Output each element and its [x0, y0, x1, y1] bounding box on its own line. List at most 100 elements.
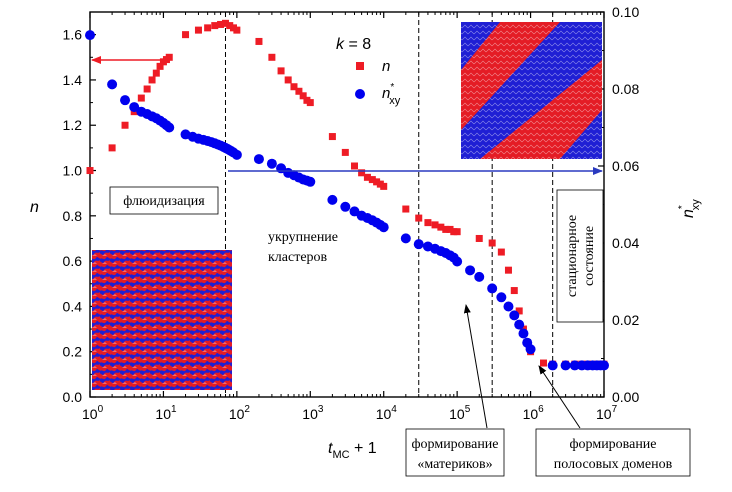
label-continents-1: формирование: [411, 437, 498, 452]
point-nxy: [518, 328, 529, 339]
point-n: [295, 87, 303, 95]
point-n: [380, 182, 388, 190]
point-n: [510, 287, 518, 295]
y-right-tick-label: 0.04: [612, 235, 639, 251]
point-n: [415, 214, 423, 222]
point-nxy: [496, 292, 507, 303]
y-right-title: n* xy: [677, 199, 702, 218]
y-left-tick-label: 0.6: [63, 253, 83, 269]
point-n: [488, 239, 496, 247]
point-n: [515, 307, 523, 315]
point-nxy: [599, 360, 609, 371]
point-n: [148, 76, 156, 84]
point-nxy: [305, 176, 316, 187]
x-tick-label: 102: [229, 404, 251, 422]
point-nxy: [378, 222, 389, 233]
label-stationary-1: стационарное: [565, 215, 580, 297]
y-left-tick-label: 1.6: [63, 27, 83, 43]
point-nxy: [547, 360, 558, 371]
legend-square-marker: [356, 62, 364, 70]
point-nxy: [327, 194, 338, 205]
point-nxy: [129, 102, 140, 113]
point-n: [368, 176, 376, 184]
x-tick-label: 106: [523, 404, 545, 422]
y-left-tick-label: 0.4: [63, 298, 83, 314]
point-n: [328, 133, 336, 141]
point-n: [497, 248, 505, 256]
point-nxy: [413, 239, 424, 250]
x-axis-title: tMC + 1: [328, 440, 377, 461]
point-nxy: [266, 158, 277, 169]
point-n: [350, 162, 358, 170]
inset-stripe-domains: [461, 22, 602, 159]
y-left-tick-label: 0.2: [63, 344, 83, 360]
point-nxy: [503, 301, 514, 312]
legend-n-label: n: [382, 58, 390, 75]
point-nxy: [400, 233, 411, 244]
x-tick-label: 101: [155, 404, 177, 422]
point-nxy: [120, 95, 131, 106]
legend: k = 8 n n* xy: [336, 36, 401, 107]
point-nxy: [474, 271, 485, 282]
point-nxy: [465, 265, 476, 276]
point-n: [152, 69, 160, 77]
point-nxy: [164, 122, 175, 133]
x-tick-label: 104: [376, 404, 398, 422]
point-n: [446, 225, 454, 233]
x-tick-label: 107: [596, 404, 618, 422]
point-nxy: [452, 256, 463, 267]
point-nxy: [107, 79, 118, 90]
point-nxy: [509, 310, 520, 321]
pointer-continents: [463, 304, 488, 429]
point-n: [358, 169, 366, 177]
y-left-tick-label: 1.2: [63, 117, 83, 133]
point-n: [121, 121, 129, 129]
point-n: [306, 99, 314, 107]
legend-k-label: k: [336, 36, 345, 53]
point-n: [108, 144, 116, 152]
y-right-tick-label: 0.08: [612, 81, 639, 97]
point-n: [143, 85, 151, 93]
point-nxy: [560, 360, 571, 371]
label-coarsening-1: укрупнение: [268, 230, 338, 245]
point-n: [221, 19, 229, 27]
point-nxy: [85, 30, 95, 41]
point-n: [268, 53, 276, 61]
x-tick-label: 105: [449, 404, 471, 422]
label-fluidization: флюидизация: [123, 194, 205, 209]
box-stripes: [535, 428, 691, 477]
point-n: [165, 53, 173, 61]
point-n: [442, 225, 450, 233]
label-stripes-2: полосовых доменов: [554, 457, 673, 472]
y-left-tick-label: 0.0: [63, 389, 83, 405]
label-coarsening-2: кластеров: [268, 250, 328, 265]
point-n: [290, 83, 298, 91]
point-n: [299, 92, 307, 100]
point-nxy: [340, 201, 351, 212]
legend-k-value: = 8: [344, 36, 371, 53]
point-n: [182, 31, 190, 39]
point-n: [373, 178, 381, 186]
point-n: [504, 266, 512, 274]
x-tick-label: 103: [302, 404, 324, 422]
point-nxy: [487, 283, 498, 294]
point-n: [402, 205, 410, 213]
point-n: [217, 20, 225, 28]
label-stripes-1: формирование: [569, 437, 656, 452]
point-n: [204, 24, 212, 32]
point-n: [363, 173, 371, 181]
y-right-tick-label: 0.06: [612, 158, 639, 174]
label-stationary-2: состояние: [582, 226, 597, 286]
y-right-tick-label: 0.00: [612, 389, 639, 405]
point-n: [156, 62, 164, 70]
point-n: [211, 22, 219, 30]
point-n: [226, 22, 234, 30]
point-n: [233, 26, 241, 34]
point-n: [137, 94, 145, 102]
point-n: [86, 167, 94, 175]
y-left-tick-label: 1.0: [63, 163, 83, 179]
y-left-tick-label: 1.4: [63, 72, 83, 88]
point-n: [284, 76, 292, 84]
point-nxy: [569, 360, 580, 371]
